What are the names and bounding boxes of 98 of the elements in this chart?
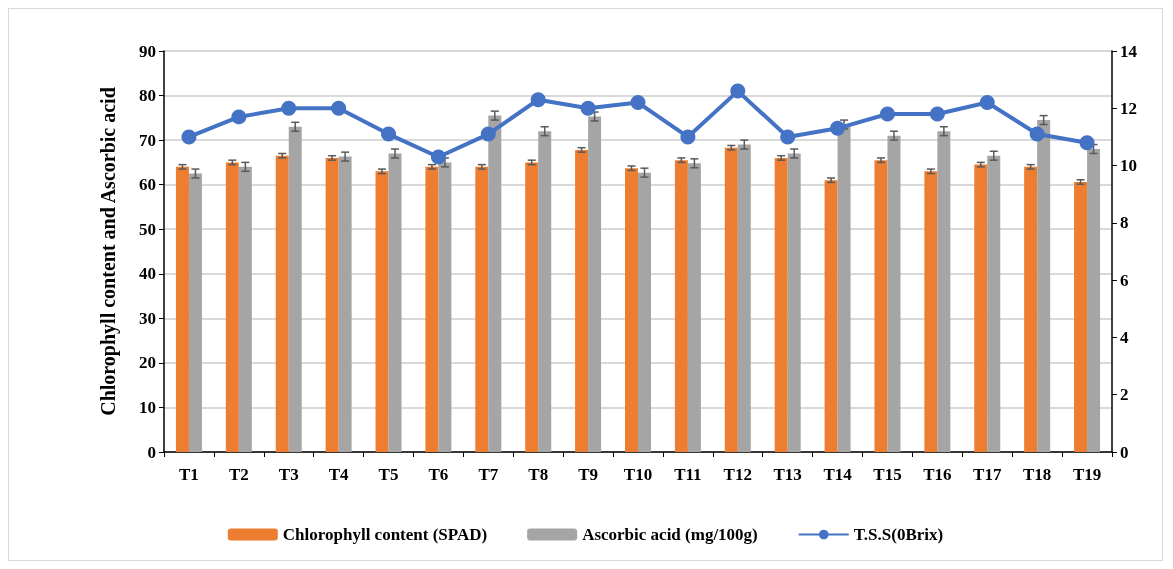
- point: [630, 95, 646, 111]
- point: [730, 83, 746, 99]
- bar: [625, 168, 638, 452]
- bar: [225, 162, 239, 452]
- bar: [687, 163, 701, 452]
- y2-tick-label: 0: [1120, 442, 1129, 462]
- y-tick-label: 20: [139, 353, 156, 373]
- bar: [787, 153, 801, 452]
- bar: [837, 124, 851, 452]
- bar: [588, 116, 602, 452]
- x-tick-label: T4: [328, 465, 350, 484]
- x-tick-label: T16: [923, 465, 952, 484]
- y2-tick-label: 12: [1120, 98, 1137, 118]
- y2-tick-label: 4: [1120, 327, 1129, 347]
- point: [580, 100, 596, 116]
- bar: [388, 153, 402, 452]
- bar: [275, 155, 289, 452]
- bar: [638, 172, 651, 452]
- y2-tick-label: 6: [1120, 270, 1129, 290]
- point: [929, 106, 945, 122]
- point: [181, 129, 197, 145]
- bar: [438, 162, 452, 452]
- point: [281, 100, 297, 116]
- x-tick-label: T12: [723, 465, 752, 484]
- bar: [724, 147, 738, 452]
- x-tick-label: T15: [873, 465, 902, 484]
- bar: [1024, 166, 1038, 452]
- point: [1029, 126, 1045, 142]
- y2-tick-label: 10: [1120, 156, 1137, 176]
- bar: [175, 166, 189, 452]
- y-tick-label: 70: [139, 130, 156, 150]
- y-tick-label: 90: [139, 41, 156, 61]
- bar: [887, 135, 901, 452]
- bar: [338, 156, 352, 452]
- x-tick-label: T3: [278, 465, 299, 484]
- point: [331, 100, 347, 116]
- y2-tick-label: 14: [1120, 41, 1138, 61]
- y-tick-label: 60: [139, 175, 156, 195]
- y-tick-label: 40: [139, 264, 156, 284]
- point: [430, 149, 446, 165]
- bar: [1074, 181, 1088, 452]
- bar: [238, 166, 252, 452]
- point: [480, 126, 496, 142]
- point: [830, 120, 846, 136]
- point: [780, 129, 796, 145]
- legend-label: T.S.S(0Brix): [853, 525, 944, 544]
- bar: [987, 155, 1001, 452]
- x-tick-label: T14: [823, 465, 853, 484]
- x-tick-label: T10: [623, 465, 653, 484]
- y-tick-label: 0: [147, 442, 156, 462]
- bar: [575, 149, 589, 452]
- bar: [288, 126, 302, 452]
- x-tick-label: T7: [478, 465, 499, 484]
- x-tick-label: T17: [973, 465, 1002, 484]
- point: [1079, 135, 1095, 151]
- legend-label: Ascorbic acid (mg/100g): [582, 525, 758, 544]
- x-tick-label: T6: [428, 465, 449, 484]
- y-tick-label: 80: [139, 86, 156, 106]
- bar: [325, 157, 339, 452]
- point: [381, 126, 397, 142]
- point: [680, 129, 696, 145]
- bar: [538, 131, 552, 452]
- bar: [937, 131, 951, 452]
- bar: [774, 157, 788, 452]
- point: [979, 95, 995, 111]
- bar: [824, 180, 838, 452]
- bar: [874, 160, 888, 452]
- x-tick-label: T5: [378, 465, 399, 484]
- bar: [525, 162, 539, 452]
- bar: [1087, 149, 1101, 452]
- bar: [737, 144, 751, 452]
- x-tick-label: T9: [578, 465, 599, 484]
- y-tick-label: 30: [139, 308, 156, 328]
- bar: [924, 171, 938, 452]
- y-tick-label: 10: [139, 397, 156, 417]
- bar: [674, 160, 688, 452]
- bar: [974, 164, 988, 452]
- bar: [425, 166, 439, 452]
- bar: [375, 171, 389, 452]
- point: [879, 106, 895, 122]
- bar: [1037, 120, 1051, 452]
- y2-tick-label: 2: [1120, 385, 1129, 405]
- point: [231, 109, 247, 125]
- x-tick-label: T13: [773, 465, 802, 484]
- x-tick-label: T8: [528, 465, 549, 484]
- y-tick-label: 50: [139, 219, 156, 239]
- x-tick-label: T2: [228, 465, 249, 484]
- bar: [188, 173, 202, 452]
- y2-tick-label: 8: [1120, 213, 1129, 233]
- x-tick-label: T1: [179, 465, 199, 484]
- point: [530, 92, 546, 108]
- y-axis-title: Chlorophyll content and Ascorbic acid: [97, 87, 120, 416]
- x-tick-label: T11: [674, 465, 702, 484]
- legend-label: Chlorophyll content (SPAD): [282, 525, 488, 544]
- x-tick-label: T18: [1022, 465, 1052, 484]
- x-tick-label: T19: [1072, 465, 1102, 484]
- bar: [488, 115, 502, 452]
- bar: [475, 166, 489, 452]
